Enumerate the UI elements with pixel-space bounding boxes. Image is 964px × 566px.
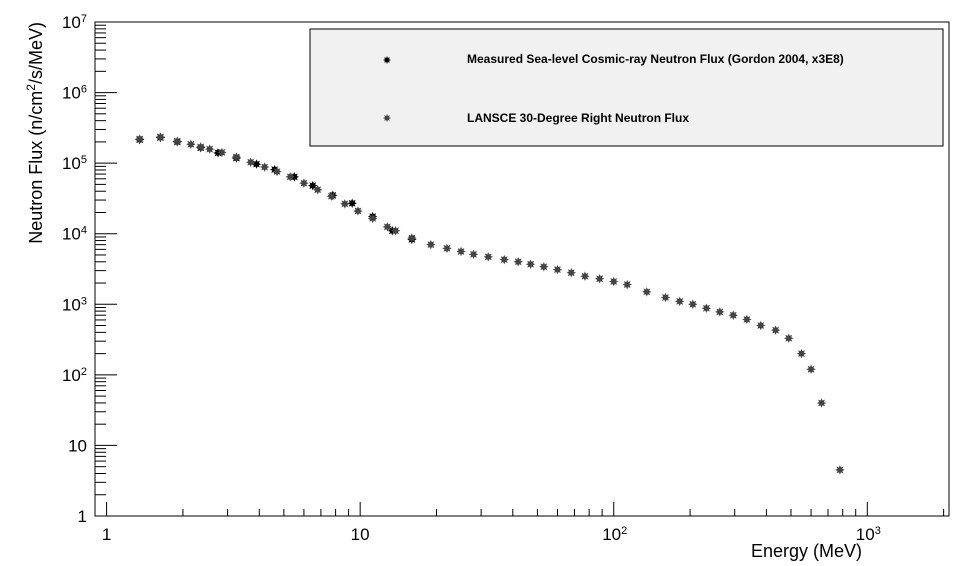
y-tick-label: 1 (78, 507, 87, 526)
data-point-series-2 (594, 273, 605, 284)
plot-frame (94, 21, 950, 517)
data-point-series-2 (326, 191, 337, 201)
data-point-series-2 (539, 262, 549, 272)
data-point-series-1 (307, 180, 318, 191)
y-tick-label: 107 (62, 13, 87, 32)
y-tick-label: 103 (62, 295, 87, 314)
data-point-series-2 (353, 206, 363, 216)
data-point-series-2 (134, 134, 145, 144)
data-point-series-2 (285, 172, 296, 182)
data-point-series-2 (231, 152, 242, 162)
data-point-series-2 (195, 142, 206, 152)
data-point-series-2 (468, 249, 479, 260)
data-point-series-2 (483, 252, 494, 262)
x-tick-label: 102 (602, 525, 627, 544)
data-point-series-2 (186, 139, 196, 150)
axis-ticks (95, 21, 945, 517)
data-point-series-2 (456, 246, 466, 257)
y-axis-title: Neutron Flux (n/cm2/s/MeV) (24, 22, 46, 244)
data-point-series-2 (580, 271, 590, 281)
data-point-series-2 (783, 333, 794, 344)
tick-labels: 1 10 102 103 1 10 102 103 104 105 106 107 (62, 13, 881, 544)
data-point-series-2 (806, 364, 816, 375)
y-tick-label: 106 (62, 84, 87, 103)
data-point-series-2 (622, 279, 632, 290)
y-tick-label: 104 (62, 225, 87, 244)
data-point-series-2 (660, 292, 671, 303)
data-point-series-2 (552, 264, 563, 275)
legend-markers (383, 56, 391, 122)
legend-marker-2 (383, 114, 391, 122)
legend-entry-2: LANSCE 30-Degree Right Neutron Flux (467, 111, 689, 125)
data-point-series-2 (770, 325, 781, 335)
y-axis-title-rest: /s/MeV) (26, 22, 46, 84)
y-axis-title-main: Neutron Flux (n/cm (26, 91, 46, 244)
data-point-series-2 (442, 243, 452, 254)
data-point-series-2 (642, 287, 652, 297)
legend: Measured Sea-level Cosmic-ray Neutron Fl… (309, 28, 944, 147)
data-point-series-2 (272, 166, 282, 177)
y-tick-label: 105 (62, 154, 87, 173)
x-tick-label: 10 (351, 525, 370, 544)
data-point-series-2 (390, 226, 401, 236)
data-point-series-2 (674, 296, 685, 307)
legend-entry-1: Measured Sea-level Cosmic-ray Neutron Fl… (467, 52, 844, 66)
data-point-series-2 (499, 254, 510, 265)
data-point-series-2 (566, 267, 577, 278)
data-point-series-2 (608, 276, 619, 287)
data-point-series-2 (701, 303, 712, 313)
data-point-series-2 (715, 307, 725, 317)
data-point-series-2 (367, 213, 378, 224)
data-points (134, 132, 845, 475)
x-tick-label: 1 (102, 525, 111, 544)
data-point-series-2 (835, 465, 845, 475)
data-point-series-2 (217, 147, 227, 158)
data-point-series-2 (513, 257, 523, 267)
data-point-series-2 (259, 162, 270, 172)
x-tick-label: 103 (856, 525, 881, 544)
data-point-series-2 (299, 178, 309, 188)
data-point-series-2 (742, 314, 752, 325)
data-point-series-2 (688, 299, 698, 310)
data-point-series-2 (755, 320, 766, 331)
data-point-series-2 (245, 157, 256, 168)
y-axis-title-sup: 2 (24, 84, 38, 91)
data-point-series-2 (426, 239, 436, 250)
y-tick-label: 10 (68, 436, 87, 455)
data-point-series-2 (816, 398, 827, 408)
data-point-series-2 (728, 310, 738, 320)
data-point-series-2 (155, 132, 166, 142)
data-point-series-2 (312, 184, 323, 195)
y-tick-label: 102 (62, 366, 87, 385)
data-point-series-2 (382, 222, 393, 232)
data-point-series-2 (340, 199, 350, 209)
x-axis-title: Energy (MeV) (751, 541, 862, 561)
data-point-series-1 (347, 198, 357, 209)
data-point-series-2 (796, 348, 807, 359)
legend-marker-1 (383, 56, 391, 64)
legend-box (309, 28, 944, 147)
data-point-series-2 (172, 136, 183, 146)
data-point-series-2 (407, 233, 417, 243)
data-point-series-2 (525, 259, 536, 269)
data-point-series-1 (251, 159, 262, 169)
data-point-series-2 (204, 144, 215, 154)
